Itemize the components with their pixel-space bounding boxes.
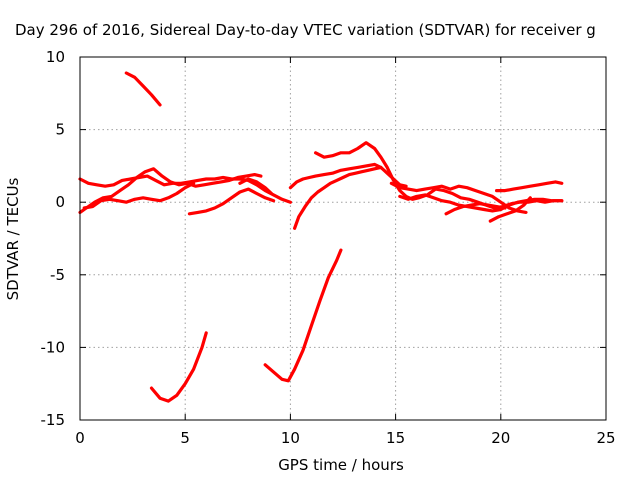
x-tick-label: 10 [281, 429, 300, 447]
y-tick-label: -15 [41, 411, 66, 429]
grid-lines [80, 57, 606, 420]
series-arc-f [82, 181, 196, 210]
series-arc-e [78, 167, 263, 214]
x-axis-label: GPS time / hours [278, 456, 404, 474]
y-tick-label: -10 [41, 338, 66, 356]
y-tick-label: 5 [55, 121, 65, 139]
chart-title: Day 296 of 2016, Sidereal Day-to-day VTE… [15, 21, 596, 39]
x-tick-label: 5 [180, 429, 190, 447]
series-arc-b [149, 331, 208, 403]
x-tick-label: 20 [491, 429, 510, 447]
y-tick-label: 10 [46, 48, 65, 66]
y-axis-label: SDTVAR / TECUs [4, 177, 22, 300]
series-arc-p [444, 202, 507, 216]
series-arc-l [398, 193, 564, 213]
plot-border [79, 56, 607, 421]
x-tick-labels: 0 5 10 15 20 25 [75, 429, 615, 447]
y-tick-label: -5 [50, 266, 65, 284]
series-arc-i [293, 165, 383, 230]
series-group [78, 71, 564, 403]
y-tick-labels: -15 -10 -5 0 5 10 [41, 48, 66, 429]
series-arc-m [389, 181, 528, 214]
x-tick-label: 15 [386, 429, 405, 447]
x-tick-label: 25 [596, 429, 615, 447]
series-arc-g [187, 187, 276, 216]
series-arc-a [124, 71, 162, 107]
x-tick-label: 0 [75, 429, 85, 447]
series-arc-n [495, 180, 564, 193]
series-arc-h [238, 177, 274, 196]
series-arc-c [263, 248, 343, 383]
tick-marks [79, 56, 607, 421]
y-tick-label: 0 [55, 193, 65, 211]
series-arc-o [488, 196, 532, 223]
